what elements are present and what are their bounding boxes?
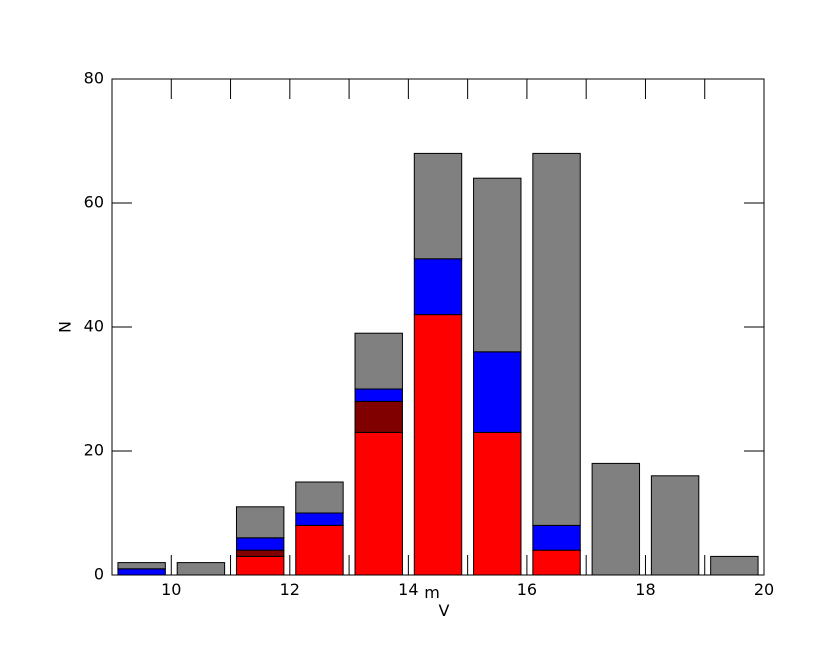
bar-segment	[235, 506, 285, 539]
x-tick-label: 14	[398, 580, 418, 599]
y-axis-label: N	[56, 321, 75, 333]
bar-segment	[473, 351, 522, 433]
bar-segment	[413, 152, 463, 260]
bar-segment	[117, 562, 166, 570]
x-tick-label: 10	[161, 580, 181, 599]
bar-segment	[295, 524, 344, 576]
bar-segment	[473, 177, 522, 353]
bar-segment	[473, 431, 522, 576]
x-tick-label: 12	[280, 580, 300, 599]
bar-segment	[354, 431, 403, 576]
y-tick-label: 0	[94, 565, 104, 584]
bar-segment	[117, 568, 166, 576]
y-tick-label: 80	[84, 69, 104, 88]
bar-segment	[235, 537, 285, 551]
bar-segment	[413, 314, 463, 576]
bar-segment	[650, 475, 700, 576]
bar-segment	[354, 400, 403, 433]
bar-segment	[532, 524, 581, 551]
bar-segment	[413, 258, 463, 316]
bar-segment	[235, 549, 285, 557]
x-axis-label-subscript: V	[439, 601, 450, 620]
y-tick-label: 60	[84, 193, 104, 212]
x-tick-label: 16	[517, 580, 537, 599]
y-tick-label: 40	[84, 317, 104, 336]
bar-segment	[710, 555, 759, 576]
x-tick-label: 20	[754, 580, 774, 599]
bar-segment	[235, 555, 285, 576]
bar-segment	[295, 512, 344, 526]
y-tick-label: 20	[84, 441, 104, 460]
bar-segment	[176, 562, 226, 576]
bar-segment	[295, 481, 344, 514]
bar-segment	[532, 549, 581, 576]
bar-segment	[532, 152, 581, 526]
bar-segment	[354, 388, 403, 402]
x-tick-label: 18	[635, 580, 655, 599]
x-axis-label: m	[424, 583, 440, 602]
bar-segment	[354, 332, 403, 390]
bar-segment	[591, 462, 641, 576]
